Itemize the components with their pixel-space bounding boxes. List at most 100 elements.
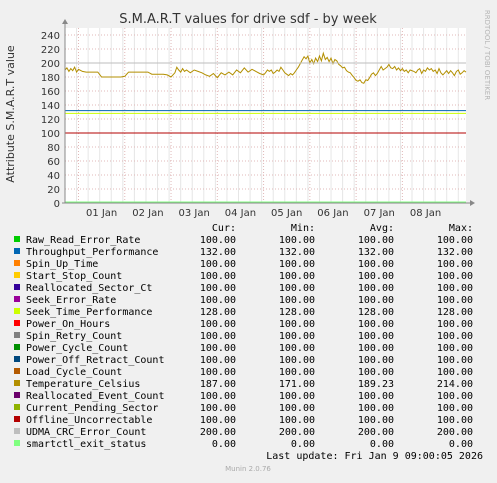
series-lines [64, 51, 467, 203]
x-tick-label: 01 Jan [86, 208, 117, 219]
legend-value: 189.23 [358, 379, 394, 390]
legend-value: 200.00 [358, 427, 394, 438]
legend-value: 100.00 [279, 355, 315, 366]
y-tick-label: 0 [54, 199, 60, 210]
axis-frame [62, 19, 475, 206]
legend-swatch [14, 296, 20, 302]
legend-series-name: Offline_Uncorrectable [26, 415, 152, 426]
legend-value: 100.00 [200, 343, 236, 354]
legend-value: 100.00 [279, 391, 315, 402]
legend-value: 100.00 [279, 403, 315, 414]
legend-value: 128.00 [437, 307, 473, 318]
legend-swatch [14, 428, 20, 434]
chart-title: S.M.A.R.T values for drive sdf - by week [119, 12, 377, 27]
y-tick-label: 120 [41, 115, 60, 126]
legend-value: 100.00 [279, 271, 315, 282]
legend-value: 100.00 [437, 235, 473, 246]
legend-value: 100.00 [437, 355, 473, 366]
legend-value: 128.00 [279, 307, 315, 318]
legend-value: 100.00 [200, 391, 236, 402]
legend-value: 100.00 [358, 295, 394, 306]
x-tick-label: 05 Jan [271, 208, 302, 219]
legend-series-name: Seek_Error_Rate [26, 295, 116, 306]
plot-area [65, 28, 466, 203]
legend-swatch [14, 440, 20, 446]
legend-swatch [14, 272, 20, 278]
legend-series-name: UDMA_CRC_Error_Count [26, 427, 146, 438]
legend-value: 100.00 [279, 235, 315, 246]
axis-ticks: 0 20 40 60 80 100 120 140 160 180 200 220 240 01 Jan 0… [41, 31, 441, 219]
legend-value: 100.00 [200, 355, 236, 366]
legend-value: 100.00 [358, 343, 394, 354]
legend-swatch [14, 392, 20, 398]
legend-value: 100.00 [279, 343, 315, 354]
legend-series-name: Spin_Up_Time [26, 259, 98, 270]
legend-value: 0.00 [449, 439, 473, 450]
legend-header: Max: [449, 223, 473, 234]
legend-swatch [14, 380, 20, 386]
legend-value: 100.00 [279, 367, 315, 378]
legend-value: 100.00 [437, 271, 473, 282]
legend-value: 100.00 [437, 319, 473, 330]
legend-value: 171.00 [279, 379, 315, 390]
legend-value: 100.00 [358, 319, 394, 330]
legend-value: 100.00 [358, 235, 394, 246]
legend-value: 100.00 [358, 283, 394, 294]
y-tick-label: 180 [41, 73, 60, 84]
legend-value: 100.00 [200, 319, 236, 330]
y-tick-label: 240 [41, 31, 60, 42]
legend-value: 0.00 [370, 439, 394, 450]
legend-value: 100.00 [200, 295, 236, 306]
legend-value: 100.00 [437, 331, 473, 342]
legend-swatch [14, 236, 20, 242]
x-tick-label: 07 Jan [364, 208, 395, 219]
legend-value: 100.00 [200, 331, 236, 342]
rrdtool-watermark: RRDTOOL / TOBI OETIKER [483, 10, 491, 100]
legend-value: 200.00 [200, 427, 236, 438]
legend-swatch [14, 260, 20, 266]
legend-value: 100.00 [279, 259, 315, 270]
legend-series-name: Throughput_Performance [26, 247, 158, 258]
x-tick-label: 02 Jan [132, 208, 163, 219]
munin-version: Munin 2.0.76 [225, 465, 271, 473]
y-tick-label: 200 [41, 59, 60, 70]
x-tick-label: 08 Jan [410, 208, 441, 219]
legend-value: 100.00 [358, 259, 394, 270]
legend-series-name: Power_Cycle_Count [26, 343, 128, 354]
legend-value: 200.00 [437, 427, 473, 438]
legend-value: 132.00 [437, 247, 473, 258]
legend-value: 128.00 [358, 307, 394, 318]
legend-series-name: Seek_Time_Performance [26, 307, 152, 318]
legend-value: 187.00 [200, 379, 236, 390]
legend-value: 100.00 [437, 391, 473, 402]
legend-value: 100.00 [200, 415, 236, 426]
legend-value: 100.00 [200, 367, 236, 378]
y-axis-label: Attribute S.M.A.R.T value [4, 45, 17, 183]
legend-value: 100.00 [200, 235, 236, 246]
legend-value: 100.00 [358, 403, 394, 414]
legend-header: Cur: [212, 223, 236, 234]
legend-value: 100.00 [437, 415, 473, 426]
legend-value: 132.00 [279, 247, 315, 258]
legend-series-name: Temperature_Celsius [26, 379, 140, 390]
legend-value: 0.00 [291, 439, 315, 450]
legend-swatch [14, 332, 20, 338]
legend-value: 100.00 [200, 271, 236, 282]
legend-value: 200.00 [279, 427, 315, 438]
legend-series-name: Load_Cycle_Count [26, 367, 122, 378]
legend-value: 100.00 [437, 259, 473, 270]
legend-value: 100.00 [437, 283, 473, 294]
legend-series-name: Power_On_Hours [26, 319, 110, 330]
legend-swatch [14, 248, 20, 254]
legend-value: 132.00 [358, 247, 394, 258]
legend-swatch [14, 308, 20, 314]
legend-header: Avg: [370, 223, 394, 234]
legend-table: Cur: Min: Avg: Max: Raw_Read_Error_Rate 100.0… [14, 223, 473, 450]
legend-series-name: Start_Stop_Count [26, 271, 122, 282]
legend-value: 100.00 [200, 403, 236, 414]
legend-swatch [14, 284, 20, 290]
legend-value: 214.00 [437, 379, 473, 390]
legend-value: 100.00 [437, 367, 473, 378]
last-update-text: Last update: Fri Jan 9 09:00:05 2026 [266, 451, 483, 462]
